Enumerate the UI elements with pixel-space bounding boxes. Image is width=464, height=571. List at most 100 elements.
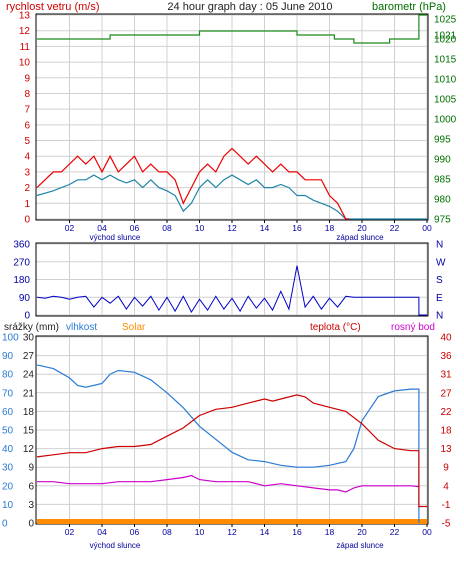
wind-y-tick-label: 6 [24,120,30,131]
temperature-y-axis-ticks: -5 -1 4 9 13 18 22 27 31 36 40 [440,333,452,530]
temperature-y-tick-label: 22 [440,407,452,418]
pressure-y-tick-label: 1020 [434,35,457,46]
humidity-y-tick-label: 0 [2,519,8,530]
temperature-x-label: 04 [97,527,107,537]
humidity-y-tick-label: 70 [2,388,14,399]
humidity-y-tick-label: 90 [2,351,14,362]
legend-rain: srážky (mm) [4,322,59,333]
humidity-y-axis-ticks: 0 10 20 30 40 50 60 70 80 90 100 [2,333,19,530]
pressure-y-tick-label: 975 [434,215,451,226]
temperature-y-tick-label: 31 [440,370,452,381]
pressure-y-tick-label: 1010 [434,75,457,86]
temperature-x-axis-ticks: 02 04 06 08 10 12 14 16 18 20 22 00 [65,524,432,537]
wind-x-label: 16 [292,223,302,233]
temperature-x-label: 10 [195,527,205,537]
rain-y-tick-label: 0 [28,519,34,530]
pressure-y-tick-label: 1021 [434,31,457,42]
rain-y-tick-label: 24 [23,370,35,381]
pressure-y-tick-label: 1025 [434,15,457,26]
legend-temperature: teplota (°C) [310,322,361,333]
rain-y-tick-label: 12 [23,444,35,455]
rain-y-tick-label: 9 [28,463,34,474]
legend-humidity: vlhkost [66,322,97,333]
wind-y-tick-label: 0 [24,215,30,226]
temperature-y-tick-label: 18 [440,426,452,437]
pressure-series-line [37,14,427,44]
temperature-y-tick-label: -5 [442,519,451,530]
temperature-panel: srážky (mm) vlhkost Solar teplota (°C) r… [2,322,452,550]
compass-label: N [436,311,443,322]
temperature-y-tick-label: 27 [440,388,452,399]
wind-x-label: 14 [260,223,270,233]
pressure-y-tick-label: 1015 [434,55,457,66]
rain-y-tick-label: 30 [23,333,35,344]
rain-y-axis-ticks: 0 3 6 9 12 15 18 21 24 27 30 [23,333,35,530]
sunrise-label: východ slunce [90,233,141,242]
chart-title: 24 hour graph day : 05 June 2010 [167,1,332,13]
wind-y-tick-label: 12 [19,26,31,37]
wind-x-label: 18 [325,223,335,233]
temperature-series-line [36,394,427,508]
temperature-x-label: 00 [422,527,432,537]
temperature-x-label: 08 [162,527,172,537]
compass-label: N [436,240,443,251]
rain-y-tick-label: 6 [28,481,34,492]
wind-direction-series-line [36,265,427,316]
pressure-y-tick-label: 980 [434,195,451,206]
temperature-x-label: 16 [292,527,302,537]
temperature-x-label: 20 [357,527,367,537]
compass-label: E [436,293,443,304]
wind-y-tick-label: 2 [24,183,30,194]
direction-y-tick-label: 360 [13,240,30,251]
temperature-x-label: 18 [325,527,335,537]
sunrise-label-bottom: východ slunce [90,541,141,550]
temperature-panel-grid [36,336,428,524]
direction-panel-frame [35,242,429,317]
humidity-y-tick-label: 50 [2,426,14,437]
wind-x-label: 08 [162,223,172,233]
wind-x-label: 06 [130,223,140,233]
wind-average-series-line [36,174,427,220]
wind-y-tick-label: 5 [24,136,30,147]
rain-y-tick-label: 27 [23,351,35,362]
wind-x-label: 20 [357,223,367,233]
humidity-y-tick-label: 60 [2,407,14,418]
temperature-y-tick-label: 36 [440,351,452,362]
compass-label: S [436,275,443,286]
direction-y-tick-label: 90 [19,293,31,304]
temperature-y-tick-label: -1 [442,500,451,511]
direction-y-tick-label: 180 [13,275,30,286]
direction-panel-grid [36,243,428,316]
wind-gust-series-line [36,147,349,220]
wind-x-label: 00 [422,223,432,233]
wind-y-tick-label: 11 [20,42,31,53]
solar-series-bar [37,519,427,524]
humidity-y-tick-label: 30 [2,463,14,474]
wind-panel-grid [36,14,428,220]
wind-y-tick-label: 3 [24,167,30,178]
direction-y-tick-label: 270 [13,257,30,268]
direction-y-tick-label: 0 [24,311,30,322]
wind-axis-title: rychlost vetru (m/s) [6,1,100,13]
wind-y-tick-label: 9 [24,73,30,84]
temperature-x-label: 06 [130,527,140,537]
humidity-y-tick-label: 40 [2,444,14,455]
direction-y-axis-ticks: 0 90 180 270 360 [13,240,30,322]
humidity-y-tick-label: 10 [2,500,14,511]
wind-y-tick-label: 13 [19,11,31,22]
pressure-y-tick-label: 990 [434,155,451,166]
pressure-axis-title: barometr (hPa) [372,1,446,13]
temperature-x-label: 22 [390,527,400,537]
wind-y-tick-label: 7 [24,105,30,116]
humidity-y-tick-label: 100 [2,333,19,344]
dewpoint-series-line [37,474,419,493]
humidity-y-tick-label: 20 [2,481,14,492]
temperature-y-tick-label: 13 [440,444,452,455]
humidity-y-tick-label: 80 [2,370,14,381]
